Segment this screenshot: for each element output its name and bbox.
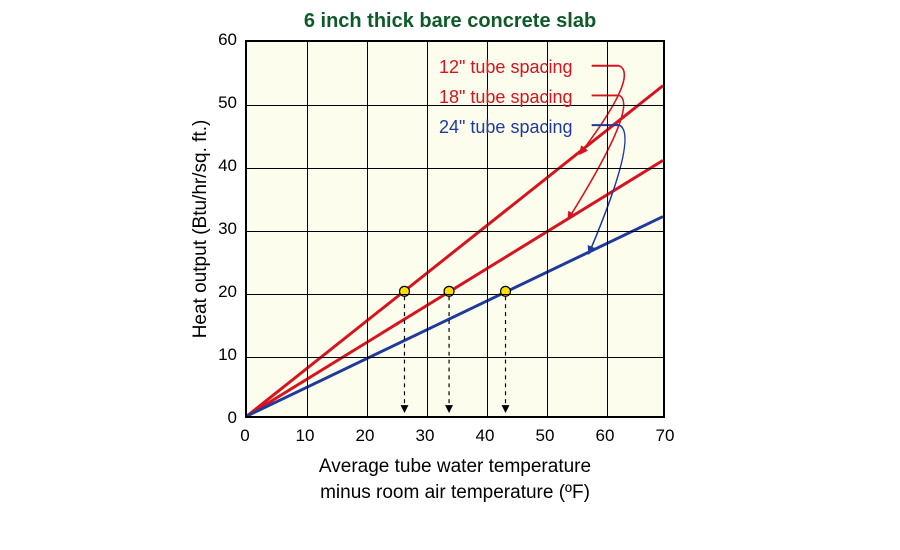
grid-line-horizontal (247, 357, 663, 358)
x-tick-label: 10 (296, 426, 315, 446)
x-tick-label: 0 (240, 426, 249, 446)
y-tick-label: 10 (205, 345, 237, 365)
legend-label: 12" tube spacing (439, 57, 573, 78)
x-axis-label-line1: Average tube water temperature (245, 454, 665, 480)
series-line (247, 217, 663, 416)
y-tick-label: 0 (205, 408, 237, 428)
chart-title: 6 inch thick bare concrete slab (0, 10, 900, 33)
grid-line-vertical (367, 42, 368, 416)
legend-label: 24" tube spacing (439, 117, 573, 138)
x-tick-label: 40 (476, 426, 495, 446)
grid-line-vertical (607, 42, 608, 416)
y-tick-label: 60 (205, 30, 237, 50)
grid-line-horizontal (247, 294, 663, 295)
y-tick-label: 20 (205, 282, 237, 302)
x-tick-label: 60 (596, 426, 615, 446)
grid-line-vertical (427, 42, 428, 416)
x-tick-label: 30 (416, 426, 435, 446)
x-tick-label: 70 (656, 426, 675, 446)
series-line (247, 160, 663, 416)
grid-line-horizontal (247, 231, 663, 232)
grid-line-vertical (307, 42, 308, 416)
legend-callout-arrow (568, 95, 624, 219)
x-tick-label: 20 (356, 426, 375, 446)
legend-callout-arrow (580, 66, 625, 154)
grid-line-horizontal (247, 168, 663, 169)
y-tick-label: 40 (205, 156, 237, 176)
x-tick-label: 50 (536, 426, 555, 446)
y-tick-label: 50 (205, 93, 237, 113)
legend-label: 18" tube spacing (439, 87, 573, 108)
x-axis-label-line2: minus room air temperature (ºF) (245, 480, 665, 506)
x-axis-label: Average tube water temperature minus roo… (245, 454, 665, 505)
heat-output-chart: 6 inch thick bare concrete slab Heat out… (0, 0, 900, 550)
plot-area: 12" tube spacing 18" tube spacing 24" tube… (245, 40, 665, 418)
y-tick-label: 30 (205, 219, 237, 239)
